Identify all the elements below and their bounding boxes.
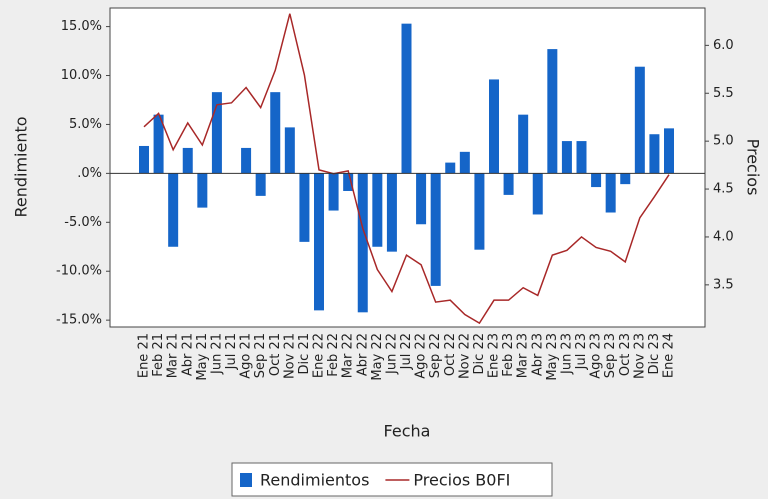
y2-tick-label: 6.0 bbox=[713, 38, 734, 53]
y-tick-label: 15.0% bbox=[61, 19, 102, 34]
x-tick-label: Mar 22 bbox=[341, 333, 356, 378]
y-tick-label: -5.0% bbox=[64, 215, 102, 230]
x-tick-label: Jul 23 bbox=[574, 333, 589, 370]
bar bbox=[386, 173, 397, 252]
x-tick-label: Oct 22 bbox=[443, 333, 458, 376]
x-tick-label: Jun 22 bbox=[384, 333, 399, 375]
y-tick-label: 5.0% bbox=[69, 117, 102, 132]
x-axis-title: Fecha bbox=[384, 422, 431, 441]
price-line bbox=[143, 13, 670, 325]
x-tick-label: May 23 bbox=[545, 333, 560, 381]
bar bbox=[547, 49, 558, 174]
bar bbox=[328, 173, 339, 211]
legend-label: Rendimientos bbox=[260, 471, 369, 490]
x-tick-label: Jul 21 bbox=[224, 333, 239, 370]
bar bbox=[576, 141, 587, 174]
x-tick-label: Sep 23 bbox=[603, 333, 618, 378]
bar bbox=[518, 114, 529, 174]
bar bbox=[372, 173, 383, 247]
x-tick-label: Dic 23 bbox=[647, 333, 662, 374]
x-tick-label: Dic 22 bbox=[472, 333, 487, 374]
x-tick-label: Ago 23 bbox=[589, 333, 604, 379]
y-tick-label: -10.0% bbox=[56, 264, 102, 279]
x-tick-label: Ene 21 bbox=[137, 333, 152, 378]
bar bbox=[401, 23, 412, 174]
bar bbox=[416, 173, 427, 225]
x-tick-label: Ene 24 bbox=[662, 333, 677, 378]
bar bbox=[299, 173, 310, 242]
x-tick-label: Oct 23 bbox=[618, 333, 633, 376]
x-tick-label: Ene 22 bbox=[312, 333, 327, 378]
x-tick-label: Dic 21 bbox=[297, 333, 312, 374]
bar bbox=[532, 173, 543, 215]
x-tick-label: Nov 21 bbox=[282, 333, 297, 379]
bar bbox=[561, 141, 572, 174]
x-tick-label: Oct 21 bbox=[268, 333, 283, 376]
bar bbox=[241, 147, 252, 174]
bar bbox=[284, 127, 295, 174]
x-tick-label: May 22 bbox=[370, 333, 385, 381]
bar bbox=[343, 173, 354, 191]
bar bbox=[459, 151, 470, 174]
x-tick-label: Abr 21 bbox=[180, 333, 195, 376]
bar bbox=[255, 173, 266, 196]
bar bbox=[197, 173, 208, 208]
y2-tick-label: 5.0 bbox=[713, 134, 734, 149]
bar bbox=[591, 173, 602, 188]
x-tick-label: Jul 22 bbox=[399, 333, 414, 370]
x-tick-label: Abr 23 bbox=[530, 333, 545, 376]
x-tick-label: Abr 22 bbox=[355, 333, 370, 376]
bar bbox=[474, 173, 485, 250]
y2-tick-label: 4.0 bbox=[713, 229, 734, 244]
x-tick-label: Feb 23 bbox=[501, 333, 516, 377]
x-tick-label: Ene 23 bbox=[487, 333, 502, 378]
y2-axis-title: Precios bbox=[744, 139, 763, 196]
bar bbox=[649, 134, 660, 174]
y2-tick-label: 3.5 bbox=[713, 277, 734, 292]
bar bbox=[430, 173, 441, 286]
y-tick-label: 10.0% bbox=[61, 68, 102, 83]
bar bbox=[620, 173, 631, 185]
y-tick-label: -15.0% bbox=[56, 313, 102, 328]
bar bbox=[445, 162, 456, 174]
x-tick-label: Feb 21 bbox=[151, 333, 166, 377]
x-tick-label: Ago 22 bbox=[414, 333, 429, 379]
y-axis-title: Rendimiento bbox=[12, 116, 31, 217]
x-tick-label: Ago 21 bbox=[239, 333, 254, 379]
bar bbox=[139, 145, 149, 174]
bar bbox=[314, 173, 324, 311]
bar bbox=[168, 173, 179, 247]
bar bbox=[634, 66, 645, 174]
x-tick-label: Nov 23 bbox=[632, 333, 647, 379]
bar bbox=[153, 114, 164, 174]
x-tick-label: Sep 22 bbox=[428, 333, 443, 378]
bar bbox=[489, 79, 499, 174]
x-tick-label: Mar 21 bbox=[166, 333, 181, 378]
legend-label: Precios B0FI bbox=[413, 471, 510, 490]
bar bbox=[211, 92, 222, 174]
bar bbox=[605, 173, 616, 213]
x-tick-label: Feb 22 bbox=[326, 333, 341, 377]
legend-swatch bbox=[240, 473, 252, 487]
bar bbox=[270, 92, 281, 174]
y2-tick-label: 4.5 bbox=[713, 182, 734, 197]
x-tick-label: Jun 21 bbox=[209, 333, 224, 375]
bar bbox=[357, 173, 368, 313]
bar bbox=[664, 128, 674, 174]
bar bbox=[182, 147, 193, 174]
y-tick-label: .0% bbox=[77, 166, 102, 181]
x-tick-label: Jun 23 bbox=[559, 333, 574, 375]
x-tick-label: Nov 22 bbox=[457, 333, 472, 379]
x-tick-label: Mar 23 bbox=[516, 333, 531, 378]
bar bbox=[503, 173, 514, 195]
x-tick-label: May 21 bbox=[195, 333, 210, 381]
y2-tick-label: 5.5 bbox=[713, 86, 734, 101]
x-tick-label: Sep 21 bbox=[253, 333, 268, 378]
